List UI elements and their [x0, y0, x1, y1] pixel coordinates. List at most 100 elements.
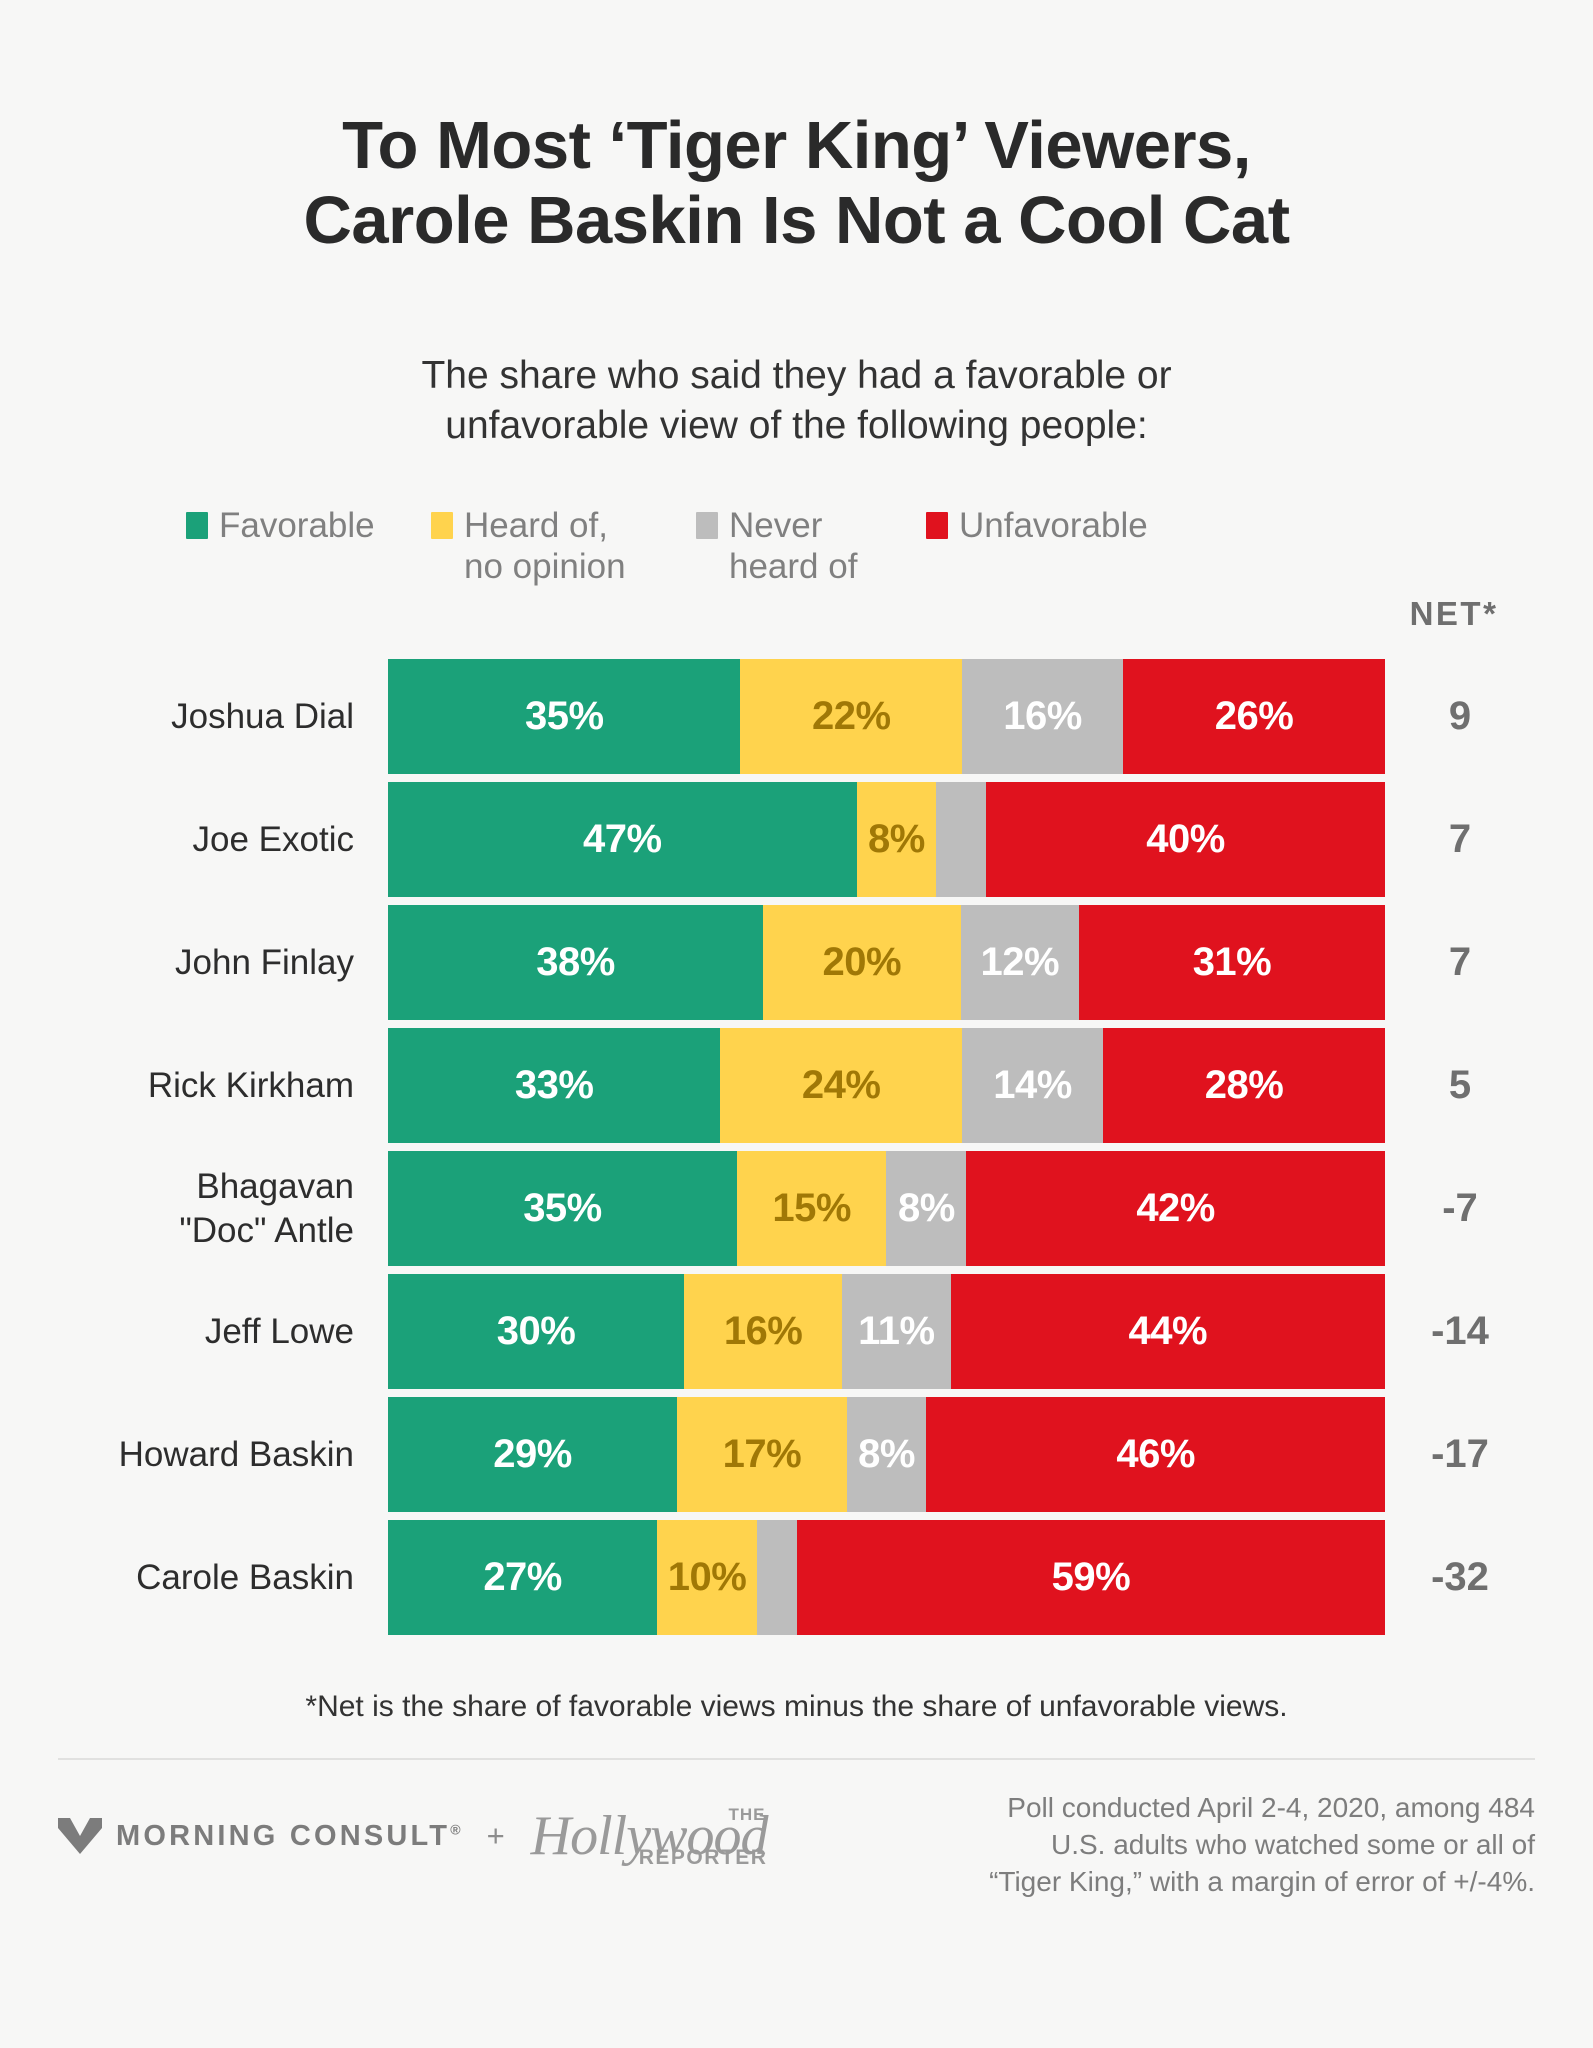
bar-segment-favorable[interactable]: 33% [388, 1028, 721, 1144]
bar-segment-heard-of[interactable]: 10% [657, 1520, 757, 1636]
net-value: -14 [1431, 1309, 1489, 1354]
bar-row-label: Joe Exotic [192, 819, 354, 859]
bar-segment-value: 15% [772, 1186, 851, 1231]
bar-segment-never-heard[interactable]: 12% [960, 905, 1079, 1021]
bar-segment-unfavorable[interactable]: 26% [1123, 659, 1385, 775]
bar-segment-value: 26% [1214, 694, 1294, 739]
bar-segment-favorable[interactable]: 35% [388, 659, 741, 775]
bar-segment-value: 35% [523, 1186, 602, 1231]
bar-segment-value: 20% [822, 940, 902, 985]
bar-segment-never-heard[interactable]: 8% [846, 1397, 927, 1513]
bar-segment-never-heard[interactable]: 11% [842, 1274, 951, 1390]
bar-segment-heard-of[interactable]: 22% [740, 659, 963, 775]
bar-segment-value: 8% [868, 817, 925, 862]
bar-segment-value: 38% [536, 940, 615, 985]
bar-segment-heard-of[interactable]: 16% [684, 1274, 843, 1390]
legend-swatch-never-heard-icon [696, 511, 718, 539]
bar-segment-value: 40% [1146, 817, 1225, 862]
bar-segment-value: 24% [801, 1063, 881, 1108]
chart-footnote: *Net is the share of favorable views min… [305, 1690, 1288, 1724]
bar-segment-heard-of[interactable]: 8% [856, 782, 937, 898]
bar-segment-value: 29% [493, 1432, 572, 1477]
bar-segment-never-heard[interactable]: 16% [962, 659, 1124, 775]
bar-track: 38% 20% 12% 31% [388, 905, 1385, 1021]
subtitle-line-1: The share who said they had a favorable … [421, 353, 1172, 397]
plus-separator: + [486, 1818, 505, 1854]
bar-segment-never-heard[interactable] [756, 1520, 797, 1636]
net-value: -7 [1442, 1186, 1478, 1231]
bar-row-label: Bhagavan "Doc" Antle [179, 1166, 354, 1250]
legend-item-unfavorable: Unfavorable [926, 505, 1226, 546]
thr-the-label: THE [728, 1805, 766, 1825]
bar-segment-value: 8% [897, 1186, 955, 1231]
title-line-1: To Most ‘Tiger King’ Viewers, [342, 108, 1251, 183]
legend-label-never-heard: Never heard of [729, 505, 858, 587]
net-value: 7 [1448, 817, 1472, 862]
bar-segment-unfavorable[interactable]: 46% [926, 1397, 1385, 1513]
bar-segment-favorable[interactable]: 29% [388, 1397, 678, 1513]
title-line-2: Carole Baskin Is Not a Cool Cat [303, 183, 1291, 259]
legend-swatch-heard-of-icon [431, 511, 453, 539]
bar-row: Rick Kirkham 33% 24% 14% 28% 5 [58, 1028, 1535, 1144]
bar-segment-never-heard[interactable] [936, 782, 987, 898]
bar-segment-unfavorable[interactable]: 40% [986, 782, 1385, 898]
bar-row: Jeff Lowe 30% 16% 11% 44% -14 [58, 1274, 1535, 1390]
bar-segment-heard-of[interactable]: 17% [677, 1397, 847, 1513]
bar-segment-value: 14% [993, 1063, 1072, 1108]
page-footer: MORNING CONSULT® + Hollywood THE REPORTE… [58, 1790, 1535, 1901]
morning-consult-chevron-icon [58, 1818, 102, 1855]
bar-row-label: John Finlay [175, 942, 354, 982]
bar-segment-favorable[interactable]: 27% [388, 1520, 658, 1636]
bar-segment-never-heard[interactable]: 8% [886, 1151, 967, 1267]
hollywood-reporter-logo: Hollywood THE REPORTER [531, 1805, 769, 1868]
net-value: 9 [1448, 694, 1472, 739]
bar-segment-unfavorable[interactable]: 44% [950, 1274, 1385, 1390]
bar-segment-value: 11% [858, 1309, 935, 1354]
bar-track: 27% 10% 59% [388, 1520, 1385, 1636]
chart-legend: Favorable Heard of, no opinion Never hea… [58, 505, 1535, 588]
net-value: 5 [1448, 1063, 1472, 1108]
bar-segment-value: 33% [514, 1063, 594, 1108]
bar-segment-heard-of[interactable]: 15% [736, 1151, 887, 1267]
legend-item-heard-of: Heard of, no opinion [431, 505, 696, 588]
bar-row: Bhagavan "Doc" Antle 35% 15% 8% 42% -7 [58, 1151, 1535, 1267]
bar-segment-heard-of[interactable]: 24% [720, 1028, 963, 1144]
bar-segment-unfavorable[interactable]: 31% [1078, 905, 1385, 1021]
bar-segment-never-heard[interactable]: 14% [962, 1028, 1103, 1144]
bar-row: Joe Exotic 47% 8% 40% 7 [58, 782, 1535, 898]
bar-row-label: Jeff Lowe [204, 1311, 354, 1351]
bar-segment-unfavorable[interactable]: 59% [796, 1520, 1385, 1636]
bar-segment-favorable[interactable]: 30% [388, 1274, 685, 1390]
bar-segment-favorable[interactable]: 35% [388, 1151, 737, 1267]
bar-row-label: Carole Baskin [136, 1557, 354, 1597]
net-value: -32 [1431, 1555, 1489, 1600]
bar-segment-value: 10% [667, 1555, 747, 1600]
bar-segment-favorable[interactable]: 38% [388, 905, 764, 1021]
legend-label-favorable: Favorable [219, 505, 375, 545]
bar-segment-unfavorable[interactable]: 28% [1103, 1028, 1385, 1144]
bar-segment-heard-of[interactable]: 20% [763, 905, 961, 1021]
bar-track: 29% 17% 8% 46% [388, 1397, 1385, 1513]
bar-row: Howard Baskin 29% 17% 8% 46% -17 [58, 1397, 1535, 1513]
bar-segment-favorable[interactable]: 47% [388, 782, 857, 898]
bar-row: John Finlay 38% 20% 12% 31% 7 [58, 905, 1535, 1021]
morning-consult-logo: MORNING CONSULT® [58, 1816, 461, 1856]
bar-segment-value: 30% [496, 1309, 576, 1354]
bar-track: 30% 16% 11% 44% [388, 1274, 1385, 1390]
poll-methodology-note: Poll conducted April 2-4, 2020, among 48… [989, 1792, 1535, 1898]
bar-track: 47% 8% 40% [388, 782, 1385, 898]
bar-row: Carole Baskin 27% 10% 59% -32 [58, 1520, 1535, 1636]
bar-segment-value: 16% [723, 1309, 803, 1354]
bar-track: 33% 24% 14% 28% [388, 1028, 1385, 1144]
bar-row-label: Joshua Dial [171, 696, 354, 736]
bar-segment-unfavorable[interactable]: 42% [966, 1151, 1385, 1267]
footer-divider [58, 1758, 1535, 1761]
legend-label-heard-of: Heard of, no opinion [464, 505, 626, 587]
bar-track: 35% 15% 8% 42% [388, 1151, 1385, 1267]
legend-item-favorable: Favorable [186, 505, 431, 546]
bar-row-label: Rick Kirkham [147, 1065, 354, 1105]
bar-segment-value: 8% [858, 1432, 915, 1477]
bar-segment-value: 27% [483, 1555, 562, 1600]
bar-segment-value: 46% [1116, 1432, 1195, 1477]
net-value: -17 [1431, 1432, 1489, 1477]
